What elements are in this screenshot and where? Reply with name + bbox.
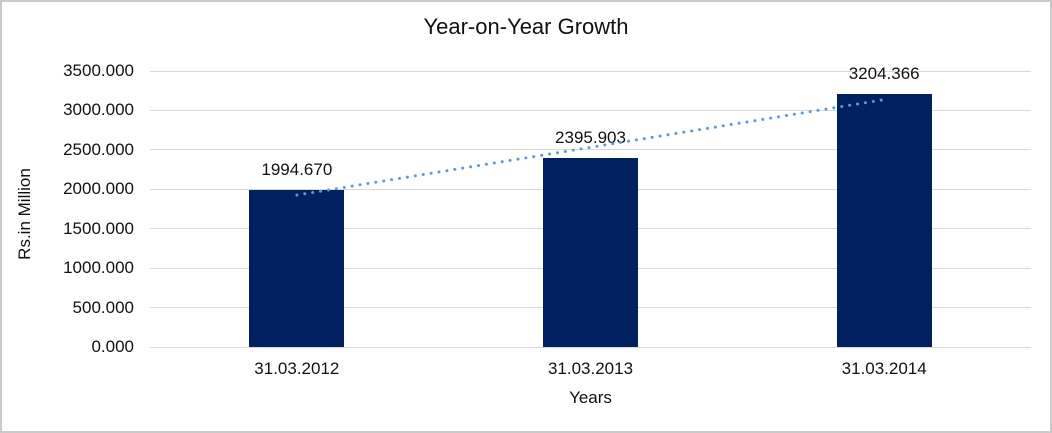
bar-value-label: 1994.670 [261, 159, 333, 179]
y-tick-label: 0.000 [91, 337, 134, 356]
category-label: 31.03.2012 [254, 359, 340, 378]
y-tick-label: 3000.000 [63, 100, 134, 120]
y-tick-label: 2000.000 [63, 179, 134, 199]
category-label: 31.03.2014 [841, 359, 927, 378]
bar [836, 94, 932, 347]
y-tick-label: 500.000 [72, 297, 134, 317]
bar-value-label: 2395.903 [555, 128, 626, 148]
y-tick-label: 1500.000 [63, 218, 134, 238]
gridline [150, 70, 1031, 72]
chart-title: Year-on-Year Growth [423, 14, 629, 39]
bar [543, 158, 638, 347]
y-tick-label: 1000.000 [63, 258, 134, 278]
y-tick-label: 2500.000 [63, 139, 134, 159]
y-tick-label: 3500.000 [63, 61, 134, 80]
bar [249, 189, 345, 347]
gridline [150, 346, 1031, 348]
category-label: 31.03.2013 [547, 359, 634, 378]
bar-value-label: 3204.366 [848, 64, 920, 84]
x-axis-title: Years [569, 388, 612, 407]
